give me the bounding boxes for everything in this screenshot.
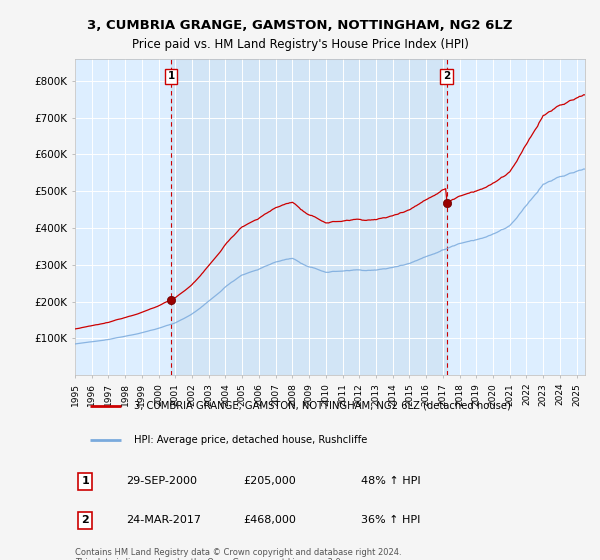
Bar — [171, 59, 446, 375]
Text: 1: 1 — [82, 477, 89, 487]
Text: 1: 1 — [167, 71, 175, 81]
Text: 36% ↑ HPI: 36% ↑ HPI — [361, 515, 420, 525]
Text: Contains HM Land Registry data © Crown copyright and database right 2024.
This d: Contains HM Land Registry data © Crown c… — [75, 548, 401, 560]
Text: £468,000: £468,000 — [244, 515, 296, 525]
Text: £205,000: £205,000 — [244, 477, 296, 487]
Text: 48% ↑ HPI: 48% ↑ HPI — [361, 477, 420, 487]
Text: Price paid vs. HM Land Registry's House Price Index (HPI): Price paid vs. HM Land Registry's House … — [131, 38, 469, 52]
Text: 29-SEP-2000: 29-SEP-2000 — [126, 477, 197, 487]
Text: HPI: Average price, detached house, Rushcliffe: HPI: Average price, detached house, Rush… — [134, 435, 367, 445]
Text: 3, CUMBRIA GRANGE, GAMSTON, NOTTINGHAM, NG2 6LZ: 3, CUMBRIA GRANGE, GAMSTON, NOTTINGHAM, … — [87, 18, 513, 32]
Text: 24-MAR-2017: 24-MAR-2017 — [126, 515, 201, 525]
Text: 2: 2 — [443, 71, 450, 81]
Text: 3, CUMBRIA GRANGE, GAMSTON, NOTTINGHAM, NG2 6LZ (detached house): 3, CUMBRIA GRANGE, GAMSTON, NOTTINGHAM, … — [134, 400, 511, 410]
Text: 2: 2 — [82, 515, 89, 525]
